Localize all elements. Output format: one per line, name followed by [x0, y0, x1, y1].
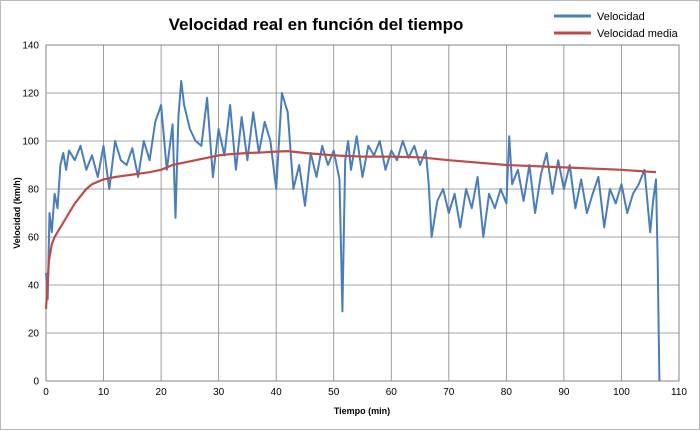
legend-label-velocidad: Velocidad — [597, 11, 645, 23]
y-tick-label: 60 — [28, 233, 40, 244]
y-tick-label: 80 — [28, 185, 40, 196]
x-tick-label: 90 — [558, 387, 570, 398]
x-tick-label: 110 — [671, 387, 687, 398]
y-tick-label: 0 — [33, 377, 39, 388]
chart-title: Velocidad real en función del tiempo — [169, 15, 464, 34]
x-tick-label: 70 — [443, 387, 455, 398]
y-tick-label: 140 — [22, 41, 39, 52]
x-tick-label: 40 — [271, 387, 283, 398]
plot-area — [46, 45, 679, 381]
x-tick-label: 10 — [98, 387, 110, 398]
y-axis-ticks: 0 20 40 60 80 100 120 140 — [22, 41, 39, 388]
legend: Velocidad Velocidad media — [554, 11, 679, 40]
x-tick-label: 0 — [43, 387, 49, 398]
y-tick-label: 100 — [22, 137, 39, 148]
x-tick-label: 50 — [328, 387, 340, 398]
x-tick-label: 80 — [501, 387, 513, 398]
x-tick-label: 60 — [386, 387, 398, 398]
series-line-velocidad-media — [44, 150, 657, 310]
y-tick-label: 40 — [28, 281, 40, 292]
series-layer — [44, 80, 661, 382]
plot-border — [45, 44, 680, 382]
legend-label-velocidad-media: Velocidad media — [597, 28, 679, 40]
x-axis-title: Tiempo (min) — [334, 406, 390, 416]
x-tick-label: 20 — [156, 387, 168, 398]
x-tick-label: 100 — [613, 387, 630, 398]
y-tick-label: 20 — [28, 329, 40, 340]
x-axis-ticks: 0 10 20 30 40 50 60 70 80 90 100 110 — [43, 387, 687, 398]
x-tick-label: 30 — [213, 387, 225, 398]
y-tick-label: 120 — [22, 89, 39, 100]
series-line-velocidad — [45, 80, 661, 382]
y-axis-title: Velocidad (km/h) — [12, 177, 22, 249]
